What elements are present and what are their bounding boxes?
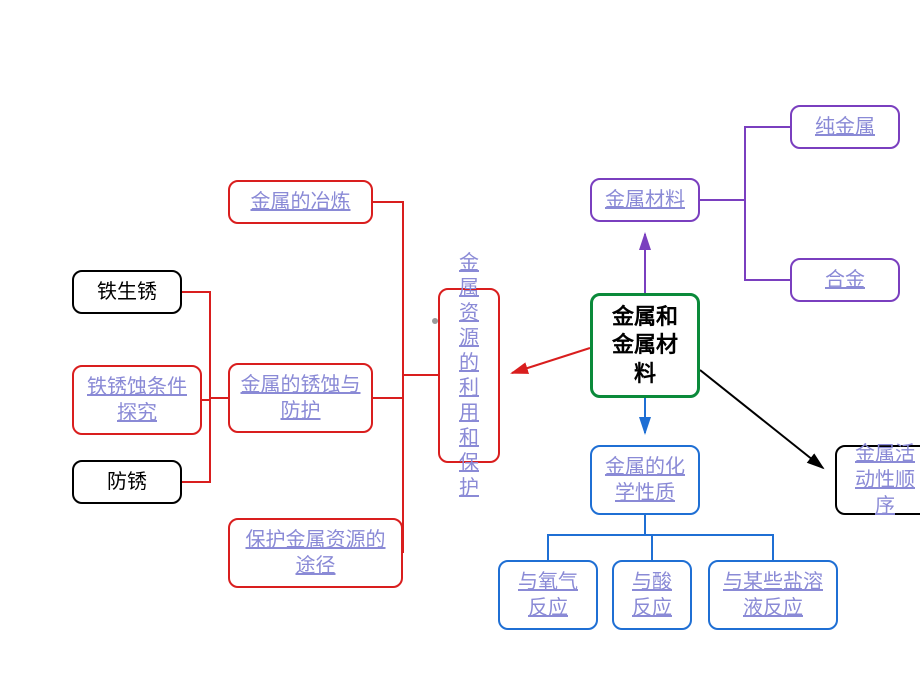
node-rust-label: 铁生锈 (97, 279, 157, 305)
node-materials[interactable]: 金属材料 (590, 178, 700, 222)
node-protect[interactable]: 保护金属资源的途径 (228, 518, 403, 588)
connector-1 (700, 127, 790, 200)
node-resource[interactable]: 金属资源的利用和保护 (438, 288, 500, 463)
connector-3 (512, 348, 590, 373)
node-alloy-label: 合金 (825, 267, 865, 293)
node-o2-label: 与氧气反应 (510, 569, 586, 621)
connector-6 (403, 375, 438, 553)
node-resource-label: 金属资源的利用和保护 (450, 251, 488, 501)
node-anti-label: 防锈 (107, 469, 147, 495)
node-pure-label: 纯金属 (815, 114, 875, 140)
connector-13 (645, 515, 652, 560)
bullet-dot (432, 318, 438, 324)
node-anti[interactable]: 防锈 (72, 460, 182, 504)
connector-14 (645, 515, 773, 560)
connector-2 (700, 200, 790, 280)
node-pure[interactable]: 纯金属 (790, 105, 900, 149)
connector-5 (373, 375, 438, 398)
node-activity-label: 金属活动性顺序 (847, 441, 920, 519)
node-chem-label: 金属的化学性质 (602, 454, 688, 506)
node-chem[interactable]: 金属的化学性质 (590, 445, 700, 515)
node-materials-label: 金属材料 (605, 187, 685, 213)
node-corr-label: 金属的锈蚀与防护 (240, 372, 361, 424)
node-salt-label: 与某些盐溶液反应 (720, 569, 826, 621)
node-corr[interactable]: 金属的锈蚀与防护 (228, 363, 373, 433)
connector-12 (548, 515, 645, 560)
node-acid-label: 与酸反应 (624, 569, 680, 621)
node-alloy[interactable]: 合金 (790, 258, 900, 302)
node-center-label: 金属和金属材料 (603, 303, 687, 389)
node-smelt-label: 金属的冶炼 (251, 189, 351, 215)
node-study-label: 铁锈蚀条件探究 (84, 374, 190, 426)
node-center[interactable]: 金属和金属材料 (590, 293, 700, 398)
node-study[interactable]: 铁锈蚀条件探究 (72, 365, 202, 435)
node-protect-label: 保护金属资源的途径 (240, 527, 391, 579)
node-activity[interactable]: 金属活动性顺序 (835, 445, 920, 515)
node-o2[interactable]: 与氧气反应 (498, 560, 598, 630)
node-acid[interactable]: 与酸反应 (612, 560, 692, 630)
connector-9 (202, 398, 228, 400)
node-rust[interactable]: 铁生锈 (72, 270, 182, 314)
connector-15 (700, 370, 823, 468)
node-smelt[interactable]: 金属的冶炼 (228, 180, 373, 224)
node-salt[interactable]: 与某些盐溶液反应 (708, 560, 838, 630)
connector-4 (373, 202, 438, 375)
